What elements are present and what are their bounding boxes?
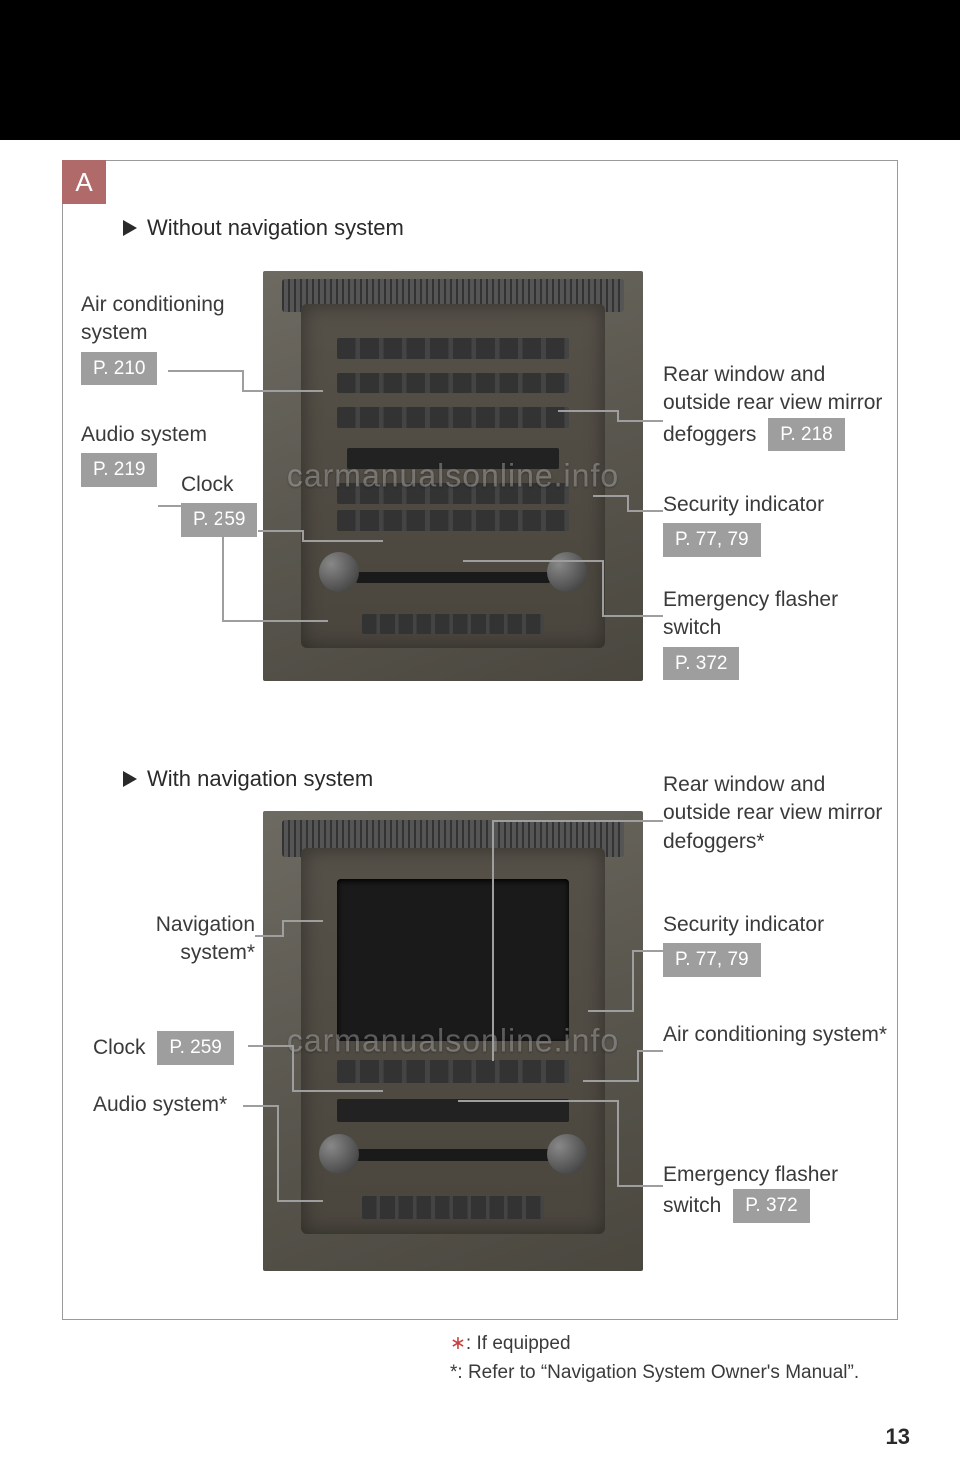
page-number: 13 <box>886 1424 910 1450</box>
footnote2-text: : Refer to “Navigation System Owner's Ma… <box>457 1362 859 1383</box>
footnotes: ∗: If equipped *: Refer to “Navigation S… <box>450 1330 910 1387</box>
top-black-bar <box>0 0 960 140</box>
content-box: A Without navigation system carmanualson… <box>62 160 898 1320</box>
footnote1-text: : If equipped <box>466 1333 571 1354</box>
footnote1-symbol: ∗ <box>450 1333 466 1354</box>
leader-lines-2 <box>63 161 899 1321</box>
